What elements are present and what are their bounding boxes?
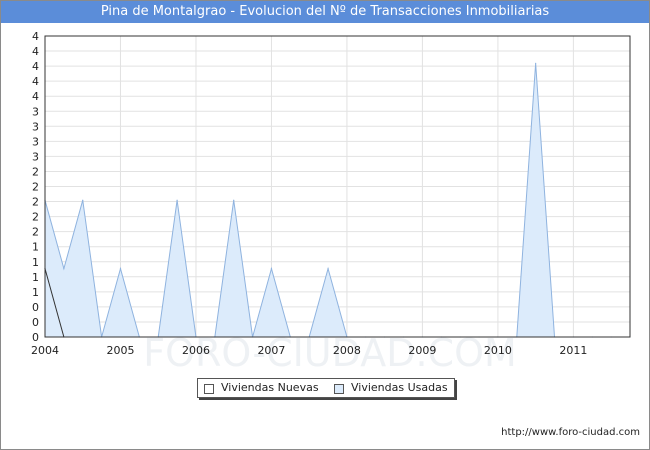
x-tick-label: 2008 xyxy=(333,344,361,357)
data-point-viviendas-usadas xyxy=(535,62,537,64)
x-tick-label: 2007 xyxy=(257,344,285,357)
y-tick-label: 3 xyxy=(32,150,39,163)
data-point-viviendas-usadas xyxy=(327,267,329,270)
y-tick-label: 3 xyxy=(32,105,39,118)
y-tick-label: 4 xyxy=(32,90,39,103)
legend-swatch-usadas xyxy=(334,384,344,394)
y-tick-label: 4 xyxy=(32,30,39,43)
x-tick-label: 2006 xyxy=(182,344,210,357)
data-point-viviendas-usadas xyxy=(176,199,178,201)
legend-label-usadas: Viviendas Usadas xyxy=(351,381,448,394)
y-tick-label: 4 xyxy=(32,45,39,58)
y-tick-label: 1 xyxy=(32,241,39,254)
x-tick-label: 2009 xyxy=(408,344,436,357)
line-viviendas-nuevas xyxy=(44,268,65,338)
x-tick-label: 2005 xyxy=(106,344,134,357)
legend-swatch-nuevas xyxy=(204,384,214,394)
y-tick-label: 1 xyxy=(32,271,39,284)
watermark: FORO-CIUDAD.COM xyxy=(143,331,517,375)
y-tick-label: 0 xyxy=(32,331,39,344)
source-url[interactable]: http://www.foro-ciudad.com xyxy=(501,427,640,438)
y-tick-label: 2 xyxy=(32,165,39,178)
data-point-viviendas-usadas xyxy=(119,267,122,270)
x-tick-label: 2010 xyxy=(484,344,512,357)
y-tick-label: 4 xyxy=(32,75,39,88)
legend: Viviendas Nuevas Viviendas Usadas xyxy=(197,378,455,398)
y-tick-label: 2 xyxy=(32,196,39,209)
data-point-viviendas-usadas xyxy=(82,199,84,201)
y-tick-label: 2 xyxy=(32,226,39,239)
legend-label-nuevas: Viviendas Nuevas xyxy=(221,381,319,394)
y-tick-label: 0 xyxy=(32,316,39,329)
y-tick-label: 0 xyxy=(32,301,39,314)
x-tick-label: 2011 xyxy=(559,344,587,357)
y-tick-label: 1 xyxy=(32,256,39,269)
y-tick-label: 1 xyxy=(32,286,39,299)
data-point-viviendas-usadas xyxy=(63,267,65,270)
y-tick-label: 2 xyxy=(32,211,39,224)
data-point-viviendas-usadas xyxy=(270,267,273,270)
y-tick-label: 2 xyxy=(32,181,39,194)
y-tick-label: 4 xyxy=(32,60,39,73)
y-tick-label: 3 xyxy=(32,120,39,133)
data-point-viviendas-usadas xyxy=(233,199,235,201)
chart-title: Pina de Montalgrao - Evolucion del Nº de… xyxy=(1,1,649,23)
x-tick-label: 2004 xyxy=(31,344,59,357)
y-tick-label: 3 xyxy=(32,135,39,148)
plot-border xyxy=(44,35,631,338)
